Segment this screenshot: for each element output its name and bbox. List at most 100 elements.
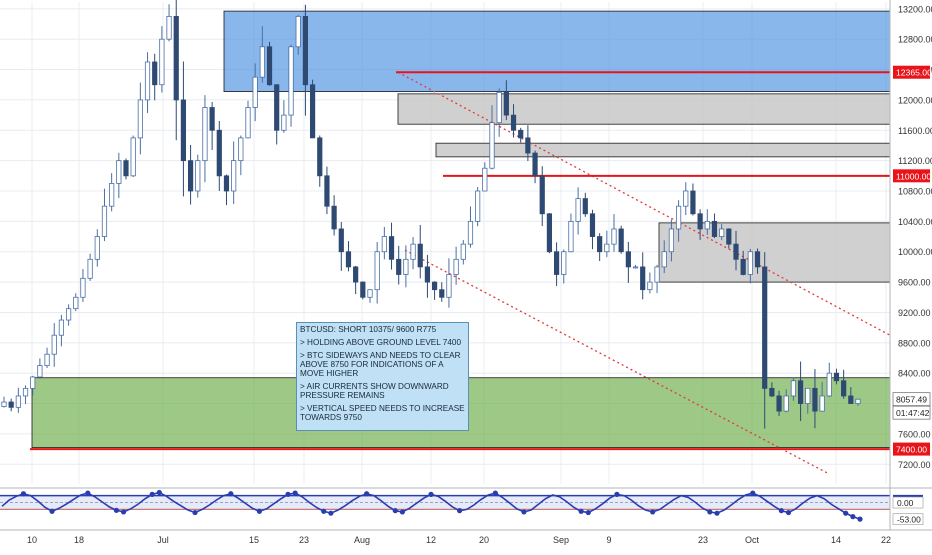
y-tick-label: 11600.00 <box>898 126 932 136</box>
candle-body <box>353 266 359 283</box>
osc-tag-bg <box>892 496 924 509</box>
candle-body <box>388 236 395 260</box>
candle-body <box>790 380 797 397</box>
candle-body <box>44 353 50 366</box>
candle-body <box>439 289 445 298</box>
osc-marker <box>392 508 398 514</box>
price-tag-bg <box>892 405 931 420</box>
osc-marker <box>785 509 792 516</box>
candle-body <box>754 251 761 268</box>
candle-body <box>618 228 624 253</box>
candle-body <box>475 190 481 222</box>
note-line-4: > VERTICAL SPEED NEEDS TO INCREASE TOWAR… <box>300 404 465 422</box>
y-tick-label: 10800.00 <box>898 187 932 197</box>
candle-body <box>740 258 746 275</box>
price-tag-label: 01:47:42 <box>896 408 930 418</box>
candle-body <box>94 236 100 260</box>
candle-body <box>130 137 136 177</box>
candle-body <box>22 387 29 397</box>
note-line-2: > BTC SIDEWAYS AND NEEDS TO CLEAR ABOVE … <box>300 351 461 378</box>
note-line-3: > AIR CURRENTS SHOW DOWNWARD PRESSURE RE… <box>300 382 449 400</box>
x-tick-label: Jul <box>157 535 169 545</box>
candle-body <box>245 107 251 139</box>
osc-marker <box>707 509 713 515</box>
candle-body <box>711 220 718 237</box>
candle-body <box>482 167 488 192</box>
osc-marker <box>614 491 620 497</box>
candle-body <box>345 251 352 268</box>
y-tick-label: 10000.00 <box>898 247 932 257</box>
zone-grey-1 <box>397 93 891 125</box>
candle-body <box>460 243 466 260</box>
osc-tag-label: -53.00 <box>897 514 921 524</box>
candle-body <box>417 243 423 268</box>
candle-body <box>532 152 538 177</box>
candle-body <box>783 395 789 412</box>
osc-marker <box>192 509 198 516</box>
candle-body <box>726 228 732 245</box>
x-tick-label: 10 <box>27 535 37 545</box>
candle-body <box>654 266 660 283</box>
candle-body <box>87 258 93 279</box>
candle-body <box>733 243 739 260</box>
osc-marker <box>113 507 119 513</box>
candle-body <box>797 380 804 404</box>
candle-body <box>675 205 682 230</box>
x-tick-label: 20 <box>479 535 489 545</box>
candle-body <box>776 395 782 412</box>
price-tag-bg <box>893 442 930 456</box>
candle-body <box>453 258 459 275</box>
osc-marker <box>292 490 298 496</box>
candle-body <box>848 395 854 404</box>
osc-marker <box>20 491 27 497</box>
candle-body <box>410 243 416 260</box>
candle-body <box>137 99 143 139</box>
zone-supply-blue <box>223 10 891 92</box>
candle-body <box>833 372 840 382</box>
candle-body <box>431 281 438 291</box>
candle-body <box>446 274 452 298</box>
candle-body <box>216 129 222 177</box>
osc-marker <box>256 508 262 514</box>
candle-body <box>259 46 265 78</box>
y-tick-label: 9200.00 <box>898 308 931 318</box>
x-tick-label: 23 <box>299 535 309 545</box>
osc-marker <box>328 510 334 516</box>
candle-body <box>288 46 294 116</box>
candle-body <box>503 91 509 116</box>
candle-body <box>604 243 610 253</box>
candle-body <box>396 258 402 275</box>
candle-body <box>152 61 158 86</box>
x-tick-label: 12 <box>426 535 436 545</box>
candle-body <box>180 99 187 162</box>
x-tick-label: 9 <box>606 535 611 545</box>
candle-body <box>65 308 72 321</box>
candle-body <box>295 16 301 48</box>
osc-marker <box>149 491 155 497</box>
candle-body <box>173 16 179 101</box>
candle-body <box>510 114 517 131</box>
candle-body <box>611 228 617 245</box>
osc-marker <box>857 516 863 522</box>
candle-body <box>187 160 194 192</box>
candle-body <box>539 175 545 215</box>
candle-body <box>668 228 675 253</box>
candle-body <box>58 319 65 336</box>
price-tag-label: 11000.00 <box>896 171 931 181</box>
analysis-note-box[interactable]: BTCUSD: SHORT 10375/ 9600 R775 > HOLDING… <box>296 322 469 431</box>
osc-marker <box>457 508 463 514</box>
candle-body <box>309 84 316 139</box>
osc-marker <box>285 491 291 497</box>
y-tick-label: 10400.00 <box>898 217 932 227</box>
candle-body <box>202 107 208 162</box>
y-tick-label: 9600.00 <box>898 278 931 288</box>
osc-marker <box>156 489 162 496</box>
candle-body <box>1 401 7 407</box>
osc-marker <box>578 508 584 514</box>
candle-body <box>553 251 560 275</box>
candle-body <box>144 61 151 101</box>
x-tick-label: Oct <box>745 535 760 545</box>
candle-body <box>489 122 495 169</box>
y-tick-label: 7200.00 <box>898 460 931 470</box>
